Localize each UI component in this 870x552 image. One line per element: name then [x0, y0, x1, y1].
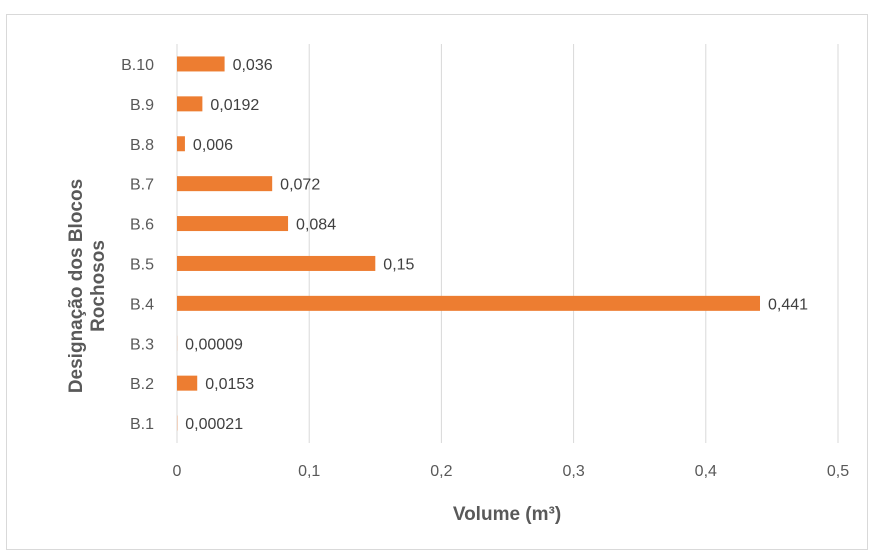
x-tick-label: 0,5 — [827, 463, 849, 480]
data-label: 0,441 — [768, 296, 808, 313]
x-tick-label: 0,3 — [562, 463, 584, 480]
y-axis-title-line-2: Rochosos — [88, 240, 109, 332]
chart-frame — [6, 14, 868, 550]
x-tick-labels: 0 0,1 0,2 0,3 0,4 0,5 — [173, 463, 850, 480]
bar-b4 — [177, 295, 761, 311]
category-label: B.10 — [121, 57, 154, 74]
bar-b7 — [177, 176, 273, 192]
category-label: B.7 — [130, 177, 154, 194]
bars — [177, 56, 761, 431]
data-label: 0,006 — [193, 137, 233, 154]
data-label: 0,15 — [383, 256, 414, 273]
category-label: B.8 — [130, 137, 154, 154]
category-label: B.2 — [130, 376, 154, 393]
y-axis-title-line-1: Designação dos Blocos — [66, 179, 87, 393]
x-tick-label: 0 — [173, 463, 182, 480]
category-label: B.9 — [130, 97, 154, 114]
gridlines — [176, 44, 839, 443]
bar-b10 — [177, 56, 225, 72]
category-label: B.5 — [130, 256, 154, 273]
data-labels: 0,00021 0,0153 0,00009 0,441 0,15 0,084 0,072 0… — [185, 57, 808, 433]
category-labels: B.1 B.2 B.3 B.4 B.5 B.6 B.7 B.8 B.9 B.10 — [121, 57, 154, 433]
data-label: 0,0153 — [205, 376, 254, 393]
bar-b2 — [177, 375, 198, 391]
data-label: 0,00021 — [185, 416, 243, 433]
x-axis-title: Volume (m³) — [453, 504, 561, 525]
data-label: 0,036 — [233, 57, 273, 74]
bar-b6 — [177, 216, 289, 232]
category-label: B.4 — [130, 296, 154, 313]
category-label: B.3 — [130, 336, 154, 353]
bar-b9 — [177, 96, 203, 112]
y-axis-title: Designação dos Blocos Rochosos — [66, 179, 109, 393]
category-label: B.6 — [130, 217, 154, 234]
x-tick-label: 0,4 — [695, 463, 717, 480]
data-label: 0,084 — [296, 217, 336, 234]
data-label: 0,0192 — [210, 97, 259, 114]
bar-b5 — [177, 255, 376, 271]
data-label: 0,072 — [280, 177, 320, 194]
category-label: B.1 — [130, 416, 154, 433]
x-tick-label: 0,2 — [430, 463, 452, 480]
x-tick-label: 0,1 — [298, 463, 320, 480]
bar-b8 — [177, 136, 185, 152]
data-label: 0,00009 — [185, 336, 243, 353]
